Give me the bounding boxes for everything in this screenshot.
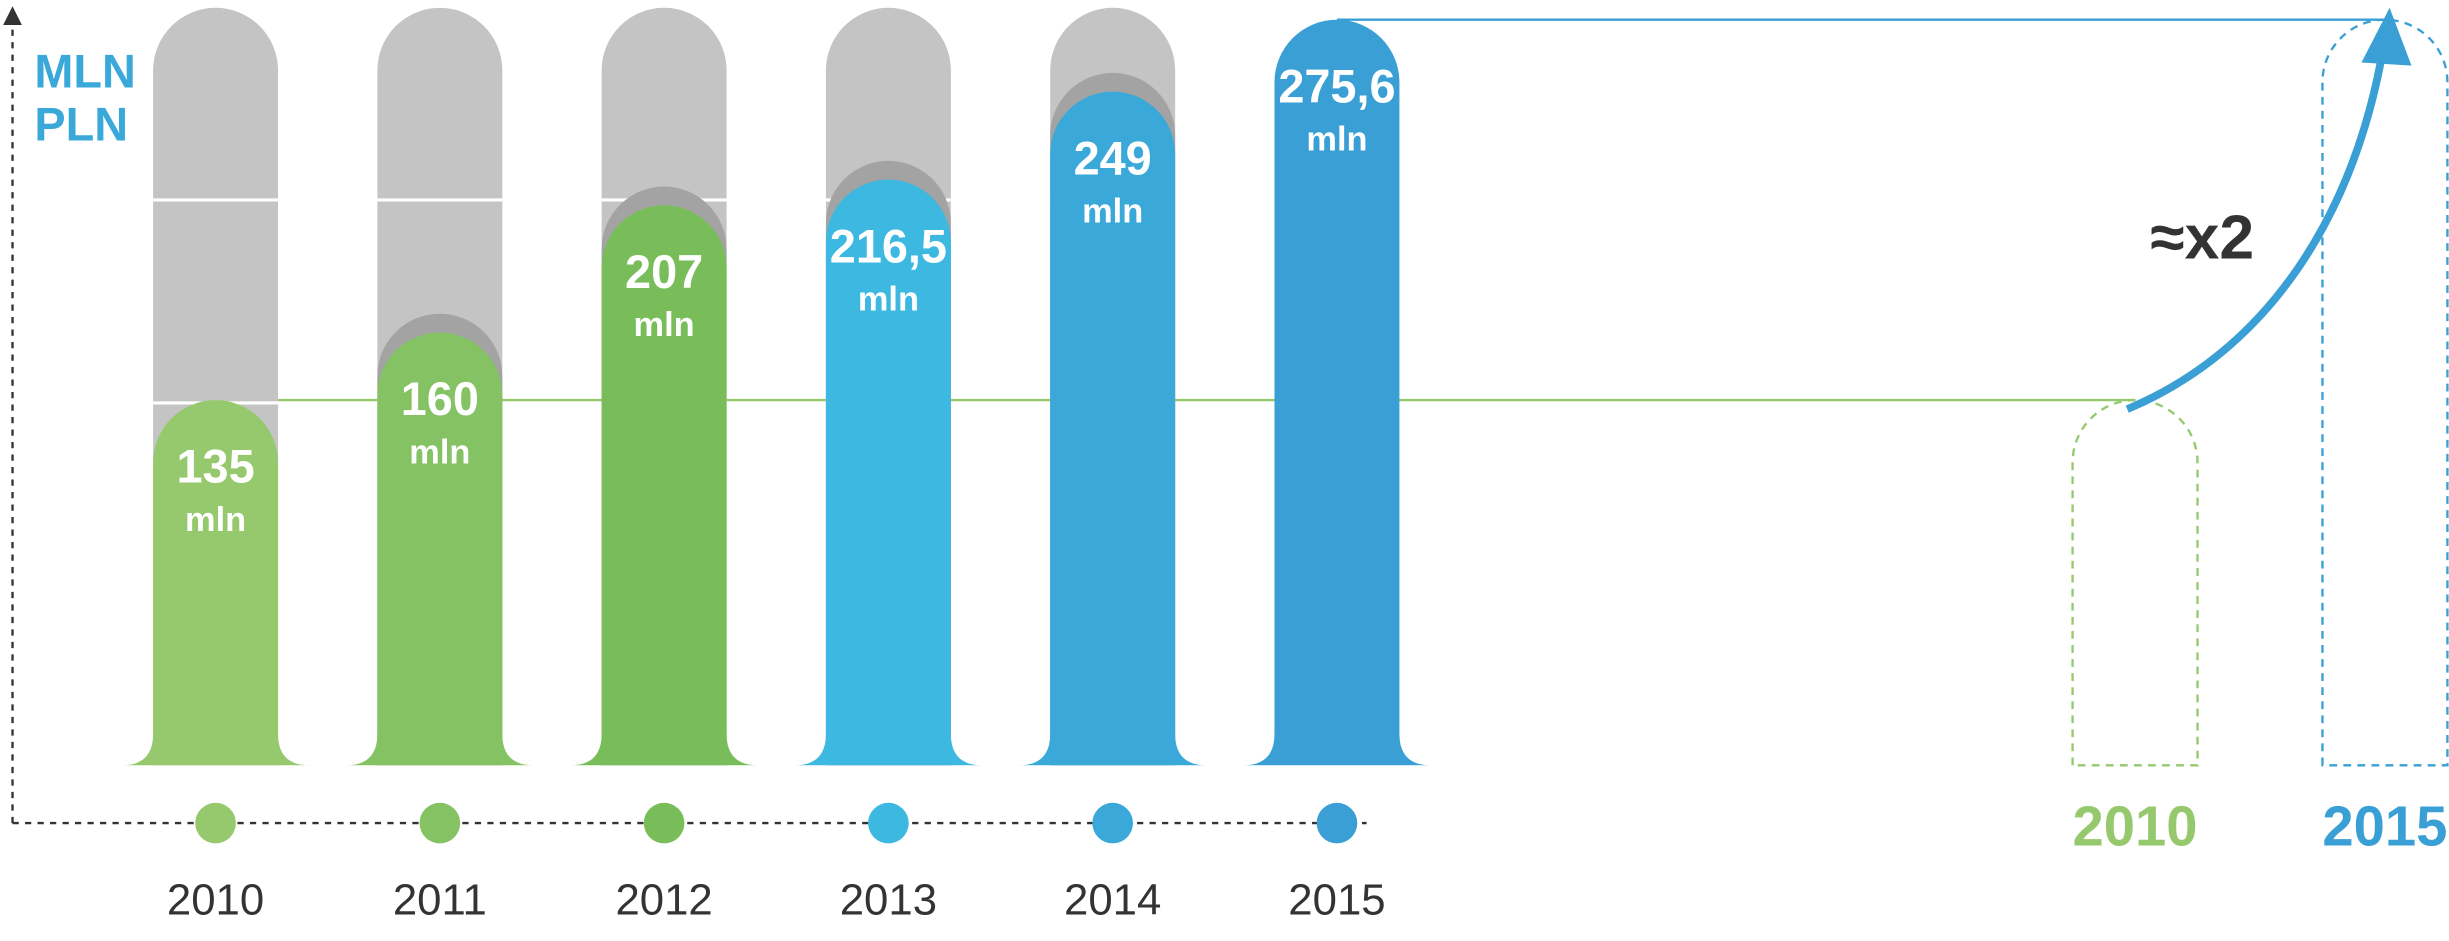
value-label: 160	[401, 373, 479, 425]
year-dot	[1092, 802, 1133, 844]
x-tick-label: 2010	[167, 875, 264, 924]
comparison-label: 2010	[2073, 795, 2198, 858]
growth-arrow-head	[2361, 7, 2412, 66]
bar	[1243, 19, 1431, 766]
unit-label: mln	[185, 501, 246, 539]
comparison-bar	[2071, 398, 2199, 767]
comparison-label: 2015	[2322, 795, 2447, 858]
growth-arrow	[2125, 27, 2391, 413]
value-label: 249	[1074, 132, 1152, 184]
y-label: MLN	[34, 45, 135, 97]
x-tick-label: 2012	[615, 875, 712, 924]
x-tick-label: 2013	[840, 875, 937, 924]
y-label: PLN	[34, 98, 128, 150]
unit-label: mln	[634, 306, 695, 344]
year-dot	[643, 802, 685, 844]
year-dot	[195, 802, 236, 844]
unit-label: mln	[858, 280, 919, 318]
year-dot	[419, 802, 461, 844]
x-tick-label: 2011	[393, 875, 487, 924]
unit-label: mln	[409, 433, 470, 471]
unit-label: mln	[1306, 121, 1367, 159]
x-tick-label: 2014	[1064, 875, 1161, 924]
bar	[794, 179, 983, 766]
bar	[1018, 91, 1207, 766]
bar	[346, 332, 534, 766]
value-label: 207	[625, 246, 703, 298]
comparison-bar	[2321, 18, 2449, 767]
value-label: 135	[176, 441, 254, 493]
bar	[570, 205, 758, 766]
annotation: ≈x2	[2150, 203, 2254, 273]
year-dot	[868, 802, 909, 844]
x-tick-label: 2015	[1288, 875, 1385, 924]
value-label: 275,6	[1278, 60, 1395, 112]
bar	[121, 400, 310, 766]
unit-label: mln	[1082, 193, 1143, 231]
value-label: 216,5	[830, 220, 947, 272]
year-dot	[1316, 802, 1358, 844]
